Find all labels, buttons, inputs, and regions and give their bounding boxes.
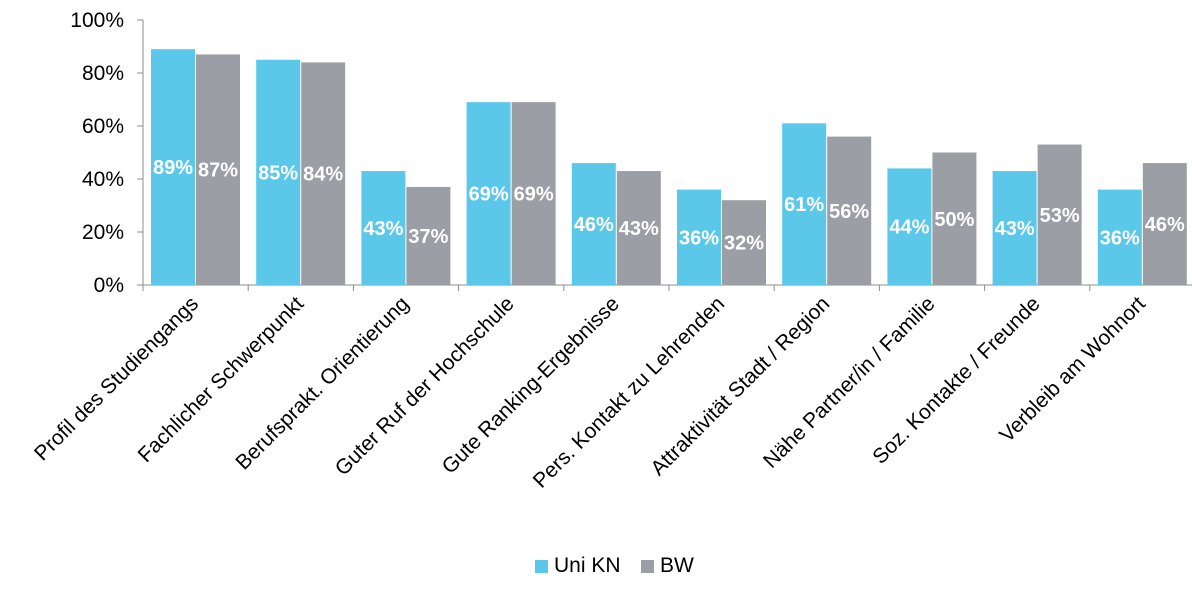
bar-bw [1037, 144, 1082, 285]
y-tick-label: 40% [82, 168, 124, 191]
data-label: 36% [679, 227, 719, 249]
x-tick-label: Soz. Kontakte / Freunde [868, 292, 1044, 468]
data-label: 87% [198, 160, 238, 182]
bar-uni-kn [466, 102, 511, 286]
bar-uni-kn [677, 189, 721, 285]
bar-bw [616, 171, 661, 285]
y-tick-label: 20% [82, 221, 124, 244]
legend-label: BW [660, 554, 694, 577]
bar-bw [722, 200, 766, 285]
bar-uni-kn [571, 163, 616, 285]
y-axis: 0% 20% 40% 60% 80% 100% [70, 9, 144, 297]
data-label: 69% [469, 184, 509, 206]
x-tick-label: Gute Ranking-Ergebnisse [438, 292, 624, 478]
data-label: 85% [258, 162, 298, 184]
bar-uni-kn [887, 168, 932, 285]
data-label: 69% [514, 184, 554, 206]
data-label: 37% [408, 226, 448, 248]
y-tick-label: 100% [70, 9, 124, 32]
bar-uni-kn [1097, 189, 1142, 285]
data-label: 43% [995, 218, 1035, 240]
data-label: 32% [724, 233, 764, 255]
y-tick-label: 60% [82, 115, 124, 138]
data-labels: 89% 85%43%69%46%36%61%44% 43% 36%87% 84%37%6… [153, 157, 1185, 255]
data-label: 89% [153, 157, 193, 179]
bar-bw [827, 136, 872, 285]
bar-uni-kn [782, 123, 827, 285]
x-tick-label: Attraktivität Stadt / Region [646, 292, 834, 480]
data-label: 84% [303, 164, 343, 186]
bar-bw [932, 152, 977, 285]
legend-label: Uni KN [554, 554, 621, 577]
bar-bw [196, 54, 240, 286]
data-label: 56% [829, 201, 869, 223]
data-label: 53% [1040, 205, 1080, 227]
bar-uni-kn [992, 171, 1037, 285]
bar-bw [511, 102, 556, 286]
legend: Uni KN BW [535, 554, 694, 577]
x-tick-label: Pers. Kontakt zu Lehrenden [529, 292, 729, 492]
x-tick-label: Guter Ruf der Hochschule [331, 292, 519, 480]
data-label: 43% [363, 218, 403, 240]
data-label: 50% [934, 209, 974, 231]
bar-uni-kn [256, 59, 301, 285]
y-tick-label: 0% [94, 274, 124, 297]
legend-swatch [535, 560, 548, 573]
data-label: 43% [619, 218, 659, 240]
data-label: 61% [784, 194, 824, 216]
x-tick-label: Nähe Partner/in / Familie [759, 292, 940, 473]
bars [151, 49, 1187, 286]
data-label: 46% [574, 214, 614, 236]
bar-bw [301, 62, 346, 286]
bar-uni-kn [361, 171, 406, 285]
x-tick-label: Berufsprakt. Orientierung [231, 292, 413, 474]
data-label: 36% [1100, 227, 1140, 249]
bar-uni-kn [151, 49, 195, 286]
bar-bw [406, 186, 451, 285]
bar-bw [1142, 163, 1187, 285]
y-tick-label: 80% [82, 62, 124, 85]
data-label: 46% [1145, 214, 1185, 236]
data-label: 44% [889, 217, 929, 239]
legend-swatch [641, 560, 654, 573]
